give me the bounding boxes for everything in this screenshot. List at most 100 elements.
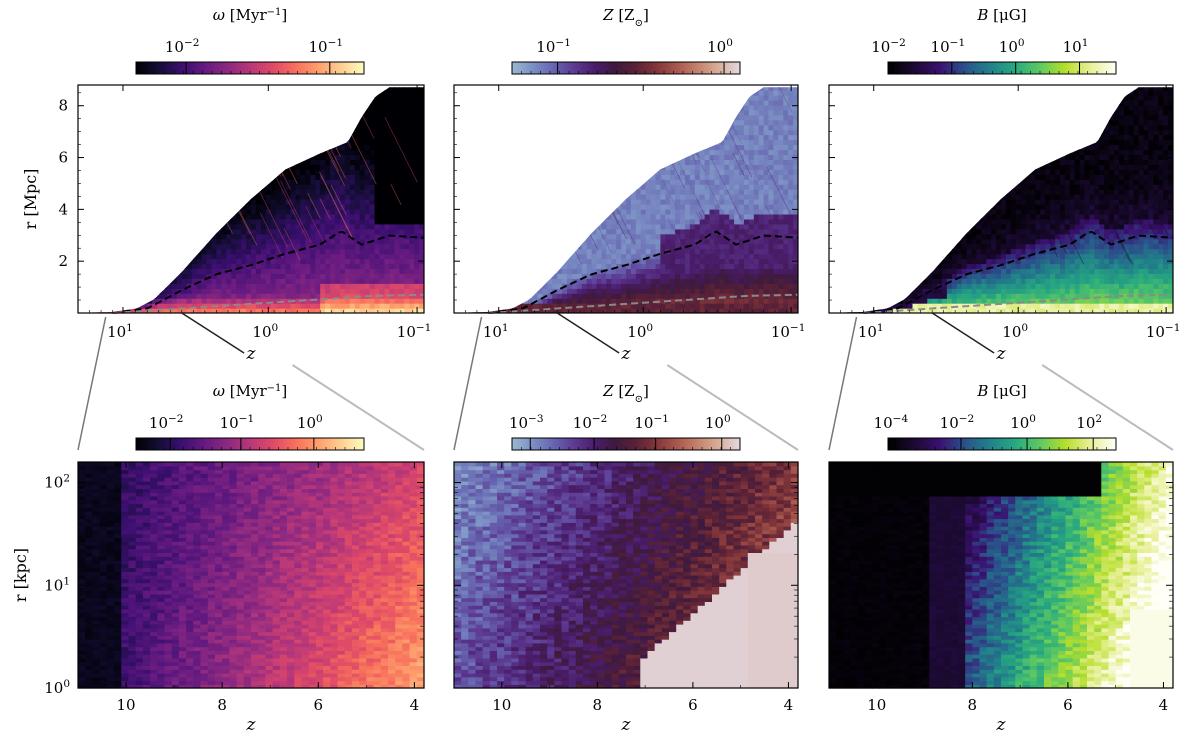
heatmap-cell (359, 278, 366, 284)
heatmap-cell (694, 164, 701, 170)
heatmap-cell (606, 253, 612, 260)
heatmap-cell (305, 283, 311, 289)
heatmap-cell (364, 189, 371, 195)
heatmap-cell (340, 298, 346, 304)
heatmap-cell (1035, 308, 1041, 313)
heatmap-cell (389, 164, 395, 170)
heatmap-cell (231, 233, 237, 240)
heatmap-cell (621, 233, 627, 240)
heatmap-cell (1069, 293, 1076, 299)
heatmap-cell (275, 258, 282, 265)
heatmap-cell (305, 263, 311, 269)
heatmap-cell (206, 258, 212, 265)
heatmap-cell (660, 208, 666, 215)
heatmap-cell (763, 288, 770, 294)
heatmap-cell (704, 159, 711, 165)
heatmap-cell (404, 149, 410, 155)
heatmap-cell (1045, 208, 1051, 215)
heatmap-cell (763, 208, 770, 215)
heatmap (78, 87, 424, 313)
heatmap-cell (1025, 238, 1032, 245)
heatmap-cell (748, 139, 755, 146)
heatmap-cell (743, 213, 750, 220)
heatmap-cell (1109, 164, 1115, 170)
heatmap-cell (1064, 238, 1071, 245)
heatmap-cell (404, 114, 410, 121)
heatmap-cell (1064, 293, 1071, 299)
heatmap-cell (300, 278, 306, 284)
heatmap-cell (758, 238, 765, 245)
heatmap-cell (251, 303, 257, 309)
heatmap-cell (349, 308, 356, 313)
heatmap-cell (768, 303, 774, 309)
heatmap-cell (719, 283, 725, 289)
heatmap-cell (699, 149, 706, 155)
heatmap-cell (260, 189, 267, 195)
heatmap-cell (630, 293, 637, 299)
heatmap-cell (783, 273, 789, 279)
heatmap-cell (1030, 243, 1036, 250)
heatmap-cell (394, 243, 400, 250)
heatmap-cell (788, 184, 794, 190)
heatmap-cell (621, 258, 627, 265)
heatmap-cell (655, 283, 661, 289)
heatmap-cell (1089, 208, 1095, 215)
heatmap-cell (1040, 159, 1046, 165)
heatmap-cell (753, 238, 760, 245)
heatmap-cell (699, 268, 706, 274)
heatmap-cell (399, 308, 405, 313)
x-tick-label: 10−1 (771, 322, 806, 341)
heatmap-cell (743, 233, 750, 240)
heatmap-cell (1040, 228, 1046, 235)
heatmap-cell (349, 233, 356, 240)
heatmap-cell (1138, 164, 1145, 170)
heatmap-cell (699, 154, 706, 160)
heatmap-cell (626, 248, 632, 255)
heatmap-cell (951, 238, 958, 245)
heatmap-cell (991, 238, 997, 245)
heatmap-cell (1045, 228, 1051, 235)
heatmap-cell (349, 174, 356, 180)
heatmap-cell (374, 288, 381, 294)
heatmap-cell (1089, 189, 1095, 195)
heatmap-cell (778, 283, 784, 289)
heatmap-cell (591, 223, 598, 230)
heatmap-cell (694, 288, 701, 294)
heatmap-cell (349, 293, 356, 299)
heatmap-streak (698, 212, 719, 251)
heatmap-cell (359, 149, 366, 155)
heatmap-cell (1079, 213, 1086, 220)
heatmap-cell (1001, 263, 1007, 269)
heatmap-cell (354, 154, 361, 160)
heatmap-cell (384, 179, 390, 185)
heatmap-cell (1094, 174, 1100, 180)
heatmap-streak (594, 127, 627, 192)
heatmap-cell (1079, 278, 1086, 284)
heatmap-cell (280, 174, 287, 180)
heatmap-cell (290, 164, 296, 170)
heatmap-cell (966, 248, 973, 255)
heatmap-cell (1074, 308, 1081, 313)
heatmap-cell (379, 258, 385, 265)
heatmap-cell (315, 169, 321, 175)
heatmap-cell (201, 253, 208, 260)
heatmap-cell (255, 199, 262, 205)
heatmap-cell (290, 273, 296, 279)
heatmap-cell (1123, 243, 1130, 250)
heatmap-cell (404, 184, 410, 190)
heatmap-cell (176, 273, 183, 279)
heatmap-cell (640, 238, 647, 245)
heatmap-cell (191, 263, 198, 269)
heatmap-cell (1123, 208, 1130, 215)
heatmap-streak (280, 180, 312, 244)
heatmap-cell (621, 273, 627, 279)
heatmap-cell (670, 298, 676, 304)
heatmap-cell (1138, 184, 1145, 190)
heatmap-cell (1015, 253, 1022, 260)
y-tick-label: 8 (58, 97, 68, 115)
heatmap-cell (1025, 308, 1032, 313)
heatmap-cell (932, 303, 938, 309)
heatmap-cell (888, 303, 894, 309)
heatmap-cell (1138, 253, 1145, 260)
heatmap-cell (783, 124, 789, 131)
